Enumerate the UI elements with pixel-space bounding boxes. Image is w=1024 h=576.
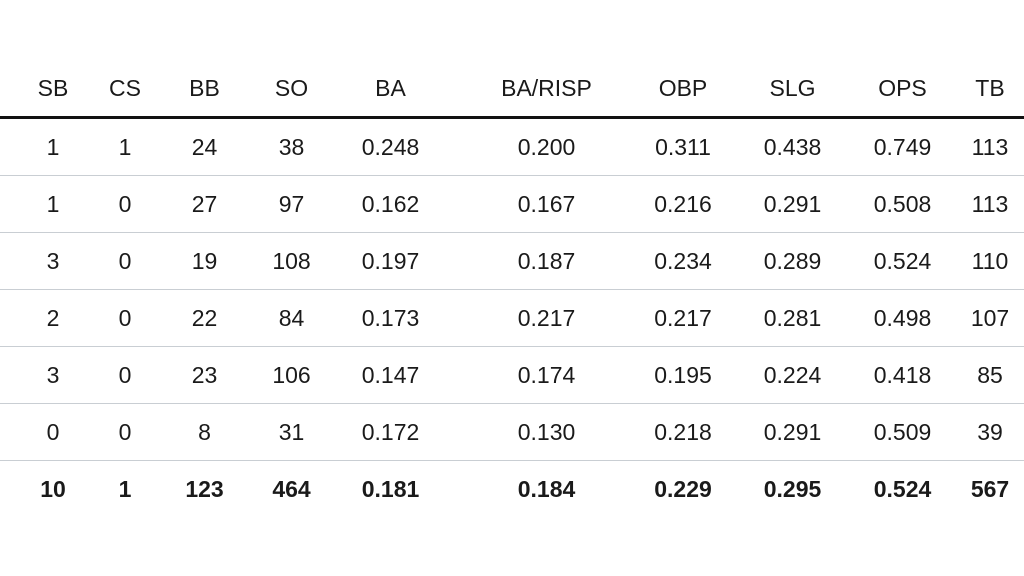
cell-slg: 0.291 <box>736 175 849 233</box>
cell-ops: 0.498 <box>849 289 956 347</box>
stats-table-container: SB CS BB SO BA BA/RISP OBP SLG OPS TB 1 … <box>0 60 1024 517</box>
cell-tb: 85 <box>956 346 1024 404</box>
cell-sb: 3 <box>0 232 106 290</box>
cell-obp: 0.217 <box>630 289 736 347</box>
total-slg: 0.295 <box>763 475 822 502</box>
cell-so: 84 <box>265 289 318 347</box>
total-obp: 0.229 <box>654 475 712 502</box>
cell-ba-risp: 0.217 <box>463 289 630 347</box>
table-row: 3 0 19 108 0.197 0.187 0.234 0.289 0.524… <box>0 232 1024 290</box>
cell-so: 31 <box>265 403 318 461</box>
cell-ba-risp: 0.130 <box>463 403 630 461</box>
cell-ba: 0.162 <box>318 175 463 233</box>
batting-stats-table: SB CS BB SO BA BA/RISP OBP SLG OPS TB 1 … <box>0 60 1024 517</box>
cell-slg: 0.438 <box>736 117 849 176</box>
cell-so: 108 <box>265 232 318 290</box>
cell-ba: 0.173 <box>318 289 463 347</box>
cell-obp: 0.311 <box>630 117 736 176</box>
column-header-tb[interactable]: TB <box>956 60 1024 119</box>
cell-obp: 0.218 <box>630 403 736 461</box>
cell-slg: 0.289 <box>736 232 849 290</box>
total-cs: 1 <box>118 475 132 502</box>
cell-ops: 0.749 <box>849 117 956 176</box>
header-row: SB CS BB SO BA BA/RISP OBP SLG OPS TB <box>0 60 1024 119</box>
total-sb: 10 <box>40 475 66 502</box>
column-header-so[interactable]: SO <box>265 60 318 119</box>
cell-ops: 0.524 <box>849 232 956 290</box>
cell-ops: 0.508 <box>849 175 956 233</box>
total-tb: 567 <box>970 475 1010 502</box>
table-header: SB CS BB SO BA BA/RISP OBP SLG OPS TB <box>0 60 1024 119</box>
total-ba-risp: 0.184 <box>517 475 576 502</box>
cell-bb: 8 <box>144 403 265 461</box>
cell-cs: 0 <box>106 403 144 461</box>
cell-sb: 2 <box>0 289 106 347</box>
column-header-sb[interactable]: SB <box>0 60 106 119</box>
cell-ba: 0.147 <box>318 346 463 404</box>
total-bb: 123 <box>185 475 224 502</box>
table-body: 1 1 24 38 0.248 0.200 0.311 0.438 0.749 … <box>0 117 1024 518</box>
cell-slg: 0.224 <box>736 346 849 404</box>
cell-ops: 0.418 <box>849 346 956 404</box>
cell-sb: 1 <box>0 175 106 233</box>
cell-sb: 3 <box>0 346 106 404</box>
table-row: 1 1 24 38 0.248 0.200 0.311 0.438 0.749 … <box>0 117 1024 176</box>
column-header-slg[interactable]: SLG <box>736 60 849 119</box>
cell-cs: 0 <box>106 175 144 233</box>
column-header-cs[interactable]: CS <box>106 60 144 119</box>
cell-tb: 39 <box>956 403 1024 461</box>
table-row: 3 0 23 106 0.147 0.174 0.195 0.224 0.418… <box>0 346 1024 404</box>
cell-cs: 0 <box>106 232 144 290</box>
cell-tb: 113 <box>956 175 1024 233</box>
cell-obp: 0.234 <box>630 232 736 290</box>
cell-ba: 0.172 <box>318 403 463 461</box>
column-header-bb[interactable]: BB <box>144 60 265 119</box>
cell-ba-risp: 0.167 <box>463 175 630 233</box>
cell-ba: 0.248 <box>318 117 463 176</box>
cell-tb: 110 <box>956 232 1024 290</box>
cell-bb: 24 <box>144 117 265 176</box>
total-so: 464 <box>272 475 311 502</box>
cell-tb: 113 <box>956 117 1024 176</box>
cell-cs: 0 <box>106 346 144 404</box>
cell-tb: 107 <box>956 289 1024 347</box>
total-ba: 0.181 <box>361 475 420 502</box>
table-row: 1 0 27 97 0.162 0.167 0.216 0.291 0.508 … <box>0 175 1024 233</box>
cell-cs: 1 <box>106 117 144 176</box>
cell-ops: 0.509 <box>849 403 956 461</box>
cell-sb: 1 <box>0 117 106 176</box>
cell-cs: 0 <box>106 289 144 347</box>
cell-so: 38 <box>265 117 318 176</box>
cell-sb: 0 <box>0 403 106 461</box>
cell-bb: 27 <box>144 175 265 233</box>
cell-bb: 19 <box>144 232 265 290</box>
table-row: 0 0 8 31 0.172 0.130 0.218 0.291 0.509 3… <box>0 403 1024 461</box>
cell-slg: 0.281 <box>736 289 849 347</box>
column-header-ba-risp[interactable]: BA/RISP <box>463 60 630 119</box>
cell-obp: 0.216 <box>630 175 736 233</box>
cell-bb: 22 <box>144 289 265 347</box>
cell-ba-risp: 0.174 <box>463 346 630 404</box>
totals-row: 10 1 123 464 0.181 0.184 0.229 0.295 0.5… <box>0 461 1024 518</box>
cell-ba-risp: 0.187 <box>463 232 630 290</box>
cell-ba-risp: 0.200 <box>463 117 630 176</box>
cell-obp: 0.195 <box>630 346 736 404</box>
cell-ba: 0.197 <box>318 232 463 290</box>
table-row: 2 0 22 84 0.173 0.217 0.217 0.281 0.498 … <box>0 289 1024 347</box>
total-ops: 0.524 <box>873 475 932 502</box>
column-header-ba[interactable]: BA <box>318 60 463 119</box>
cell-so: 97 <box>265 175 318 233</box>
cell-bb: 23 <box>144 346 265 404</box>
column-header-ops[interactable]: OPS <box>849 60 956 119</box>
cell-so: 106 <box>265 346 318 404</box>
column-header-obp[interactable]: OBP <box>630 60 736 119</box>
cell-slg: 0.291 <box>736 403 849 461</box>
